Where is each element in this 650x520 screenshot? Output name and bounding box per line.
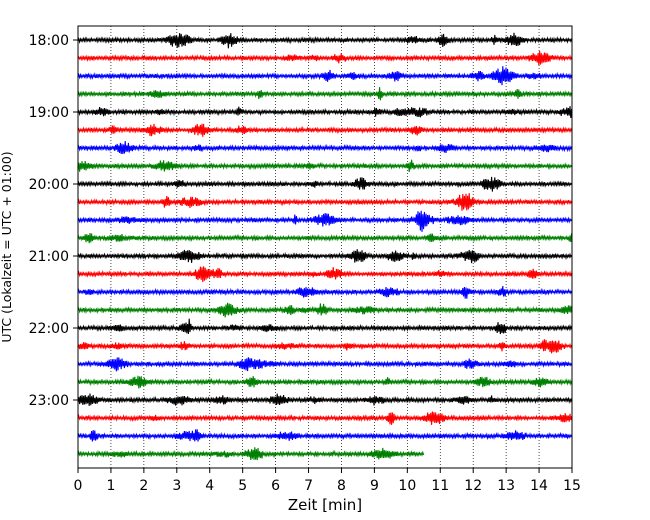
x-tick-label: 0 [74,478,83,494]
y-tick-label: 20:00 [29,177,69,193]
trace-1830 [77,66,573,86]
x-axis: 0 1 2 3 4 5 6 7 8 9 10 11 12 13 14 15 [74,468,581,494]
trace-2330 [77,429,573,442]
trace-2200 [77,318,573,335]
trace-2045 [77,233,573,244]
x-axis-label: Zeit [min] [288,496,362,514]
x-tick-label: 2 [139,478,148,494]
trace-2315 [77,411,573,425]
trace-2145 [77,302,573,318]
x-tick-label: 4 [205,478,214,494]
trace-1930 [77,141,573,154]
x-tick-label: 3 [172,478,181,494]
trace-2230 [77,357,573,372]
x-tick-label: 8 [337,478,346,494]
y-tick-label: 23:00 [29,393,69,409]
trace-2245 [77,375,573,389]
trace-group [77,32,573,461]
x-tick-label: 12 [464,478,482,494]
trace-2300 [77,393,573,406]
trace-1800 [77,32,573,49]
plot-frame [77,25,573,469]
y-tick-label: 18:00 [29,33,69,49]
trace-2345 [77,447,425,461]
x-tick-label: 5 [238,478,247,494]
x-tick-label: 14 [530,478,548,494]
trace-2130 [77,285,573,299]
trace-1815 [77,50,573,66]
y-axis: 18:00 19:00 20:00 21:00 22:00 23:00 [29,33,78,409]
trace-2115 [77,266,573,283]
trace-1915 [77,123,573,137]
trace-2000 [77,176,573,192]
x-tick-label: 9 [370,478,379,494]
y-tick-label: 19:00 [29,105,69,121]
x-tick-label: 6 [271,478,280,494]
trace-2015 [77,193,573,211]
x-tick-label: 11 [431,478,449,494]
trace-2030 [77,210,573,232]
trace-1945 [77,159,573,173]
x-tick-label: 10 [398,478,416,494]
x-tick-label: 13 [497,478,515,494]
trace-2215 [77,339,573,354]
x-tick-label: 7 [304,478,313,494]
y-tick-label: 21:00 [29,249,69,265]
x-tick-label: 15 [563,478,581,494]
trace-1845 [77,87,573,101]
y-tick-label: 22:00 [29,321,69,337]
x-tick-label: 1 [106,478,115,494]
trace-1900 [77,106,573,119]
trace-2100 [77,249,573,264]
y-axis-label: UTC (Lokalzeit = UTC + 01:00) [0,151,14,342]
